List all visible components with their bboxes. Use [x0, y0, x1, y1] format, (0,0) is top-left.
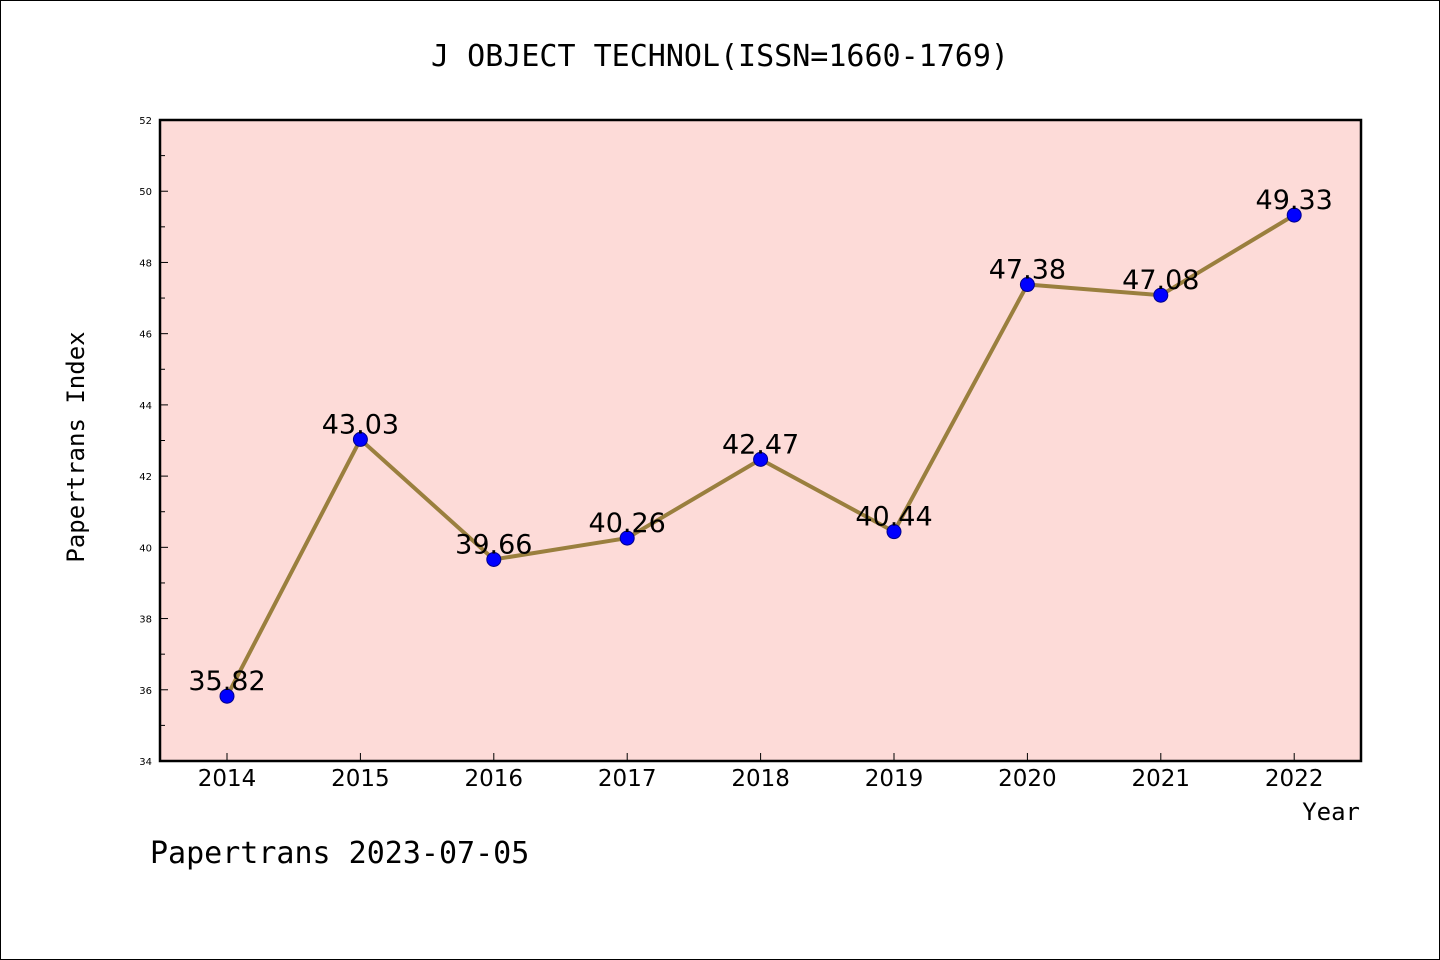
x-tick-label: 2017	[598, 766, 657, 792]
data-point	[753, 451, 769, 467]
data-point	[352, 431, 368, 447]
data-label: 35.82	[188, 666, 265, 697]
y-tick-label: 34	[139, 757, 152, 768]
data-label: 42.47	[722, 429, 799, 460]
data-point	[486, 551, 502, 567]
data-labels: 35.82 43.03 39.66 40.26 42.47 40.44 47.38 47.08…	[188, 185, 1332, 697]
data-point	[1153, 287, 1169, 303]
x-tick-label: 2016	[465, 766, 524, 792]
y-tick-label: 48	[139, 258, 152, 269]
data-label: 39.66	[455, 529, 532, 560]
x-axis: 2014 2015 2016 2017 2018 2019 2020 2021 2022	[198, 753, 1324, 792]
x-tick-label: 2019	[865, 766, 924, 792]
data-point	[219, 688, 235, 704]
footer-text: Papertrans 2023-07-05	[150, 836, 529, 871]
series-markers	[219, 207, 1302, 704]
data-label: 40.44	[855, 502, 932, 533]
x-tick-label: 2020	[998, 766, 1057, 792]
chart-title: J OBJECT TECHNOL(ISSN=1660-1769)	[431, 39, 1009, 74]
data-point	[1019, 277, 1035, 293]
y-tick-label: 52	[139, 116, 152, 127]
y-tick-label: 50	[139, 187, 152, 198]
y-tick-label: 38	[139, 615, 152, 626]
data-point	[886, 524, 902, 540]
x-tick-label: 2021	[1132, 766, 1191, 792]
y-tick-label: 36	[139, 686, 152, 697]
data-label: 40.26	[589, 508, 666, 539]
plot-border	[158, 118, 1363, 763]
x-tick-label: 2015	[331, 766, 390, 792]
x-tick-label: 2014	[198, 766, 257, 792]
data-label: 49.33	[1256, 185, 1333, 216]
data-label: 47.08	[1122, 265, 1199, 296]
x-tick-label: 2022	[1265, 766, 1324, 792]
y-tick-label: 46	[139, 330, 152, 341]
y-tick-label: 40	[139, 543, 152, 554]
y-axis-label: Papertrans Index	[62, 331, 90, 562]
x-axis-label: Year	[1302, 798, 1360, 826]
y-tick-label: 44	[139, 401, 152, 412]
y-tick-label: 42	[139, 472, 152, 483]
data-label: 47.38	[989, 255, 1066, 286]
x-tick-label: 2018	[731, 766, 790, 792]
data-point	[619, 530, 635, 546]
data-label: 43.03	[322, 409, 399, 440]
data-point	[1286, 207, 1302, 223]
